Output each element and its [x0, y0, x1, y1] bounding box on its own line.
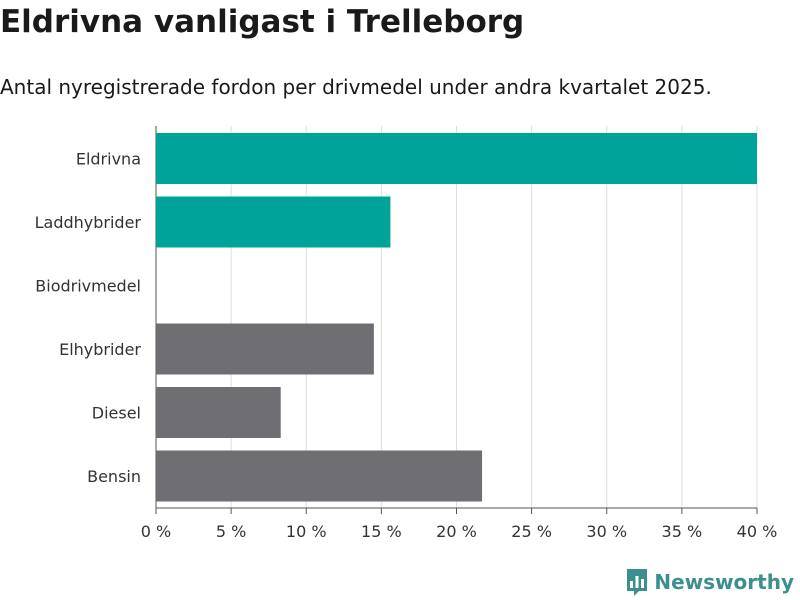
- category-label: Bensin: [87, 467, 141, 486]
- bar: [156, 387, 281, 438]
- bar: [156, 323, 374, 375]
- chart-title: Eldrivna vanligast i Trelleborg: [0, 4, 525, 40]
- chart-subtitle: Antal nyregistrerade fordon per drivmede…: [0, 75, 712, 99]
- category-label: Elhybrider: [59, 340, 141, 359]
- x-tick-label: 15 %: [361, 522, 402, 541]
- x-tick-label: 25 %: [511, 522, 552, 541]
- bar-chart-logo-icon: [627, 569, 648, 596]
- brand-name: Newsworthy: [654, 570, 794, 594]
- x-tick-label: 0 %: [141, 522, 171, 541]
- category-label: Eldrivna: [76, 150, 141, 169]
- x-tick-label: 40 %: [737, 522, 778, 541]
- category-label: Laddhybrider: [35, 213, 142, 232]
- x-tick-label: 10 %: [286, 522, 327, 541]
- category-label: Biodrivmedel: [35, 277, 141, 296]
- bar: [156, 450, 483, 502]
- category-label: Diesel: [92, 404, 141, 423]
- x-tick-label: 30 %: [586, 522, 627, 541]
- x-tick-label: 5 %: [216, 522, 246, 541]
- bar: [156, 133, 757, 184]
- bar: [156, 196, 391, 248]
- x-tick-label: 20 %: [436, 522, 477, 541]
- newsworthy-logo: Newsworthy: [625, 567, 794, 597]
- x-tick-label: 35 %: [662, 522, 703, 541]
